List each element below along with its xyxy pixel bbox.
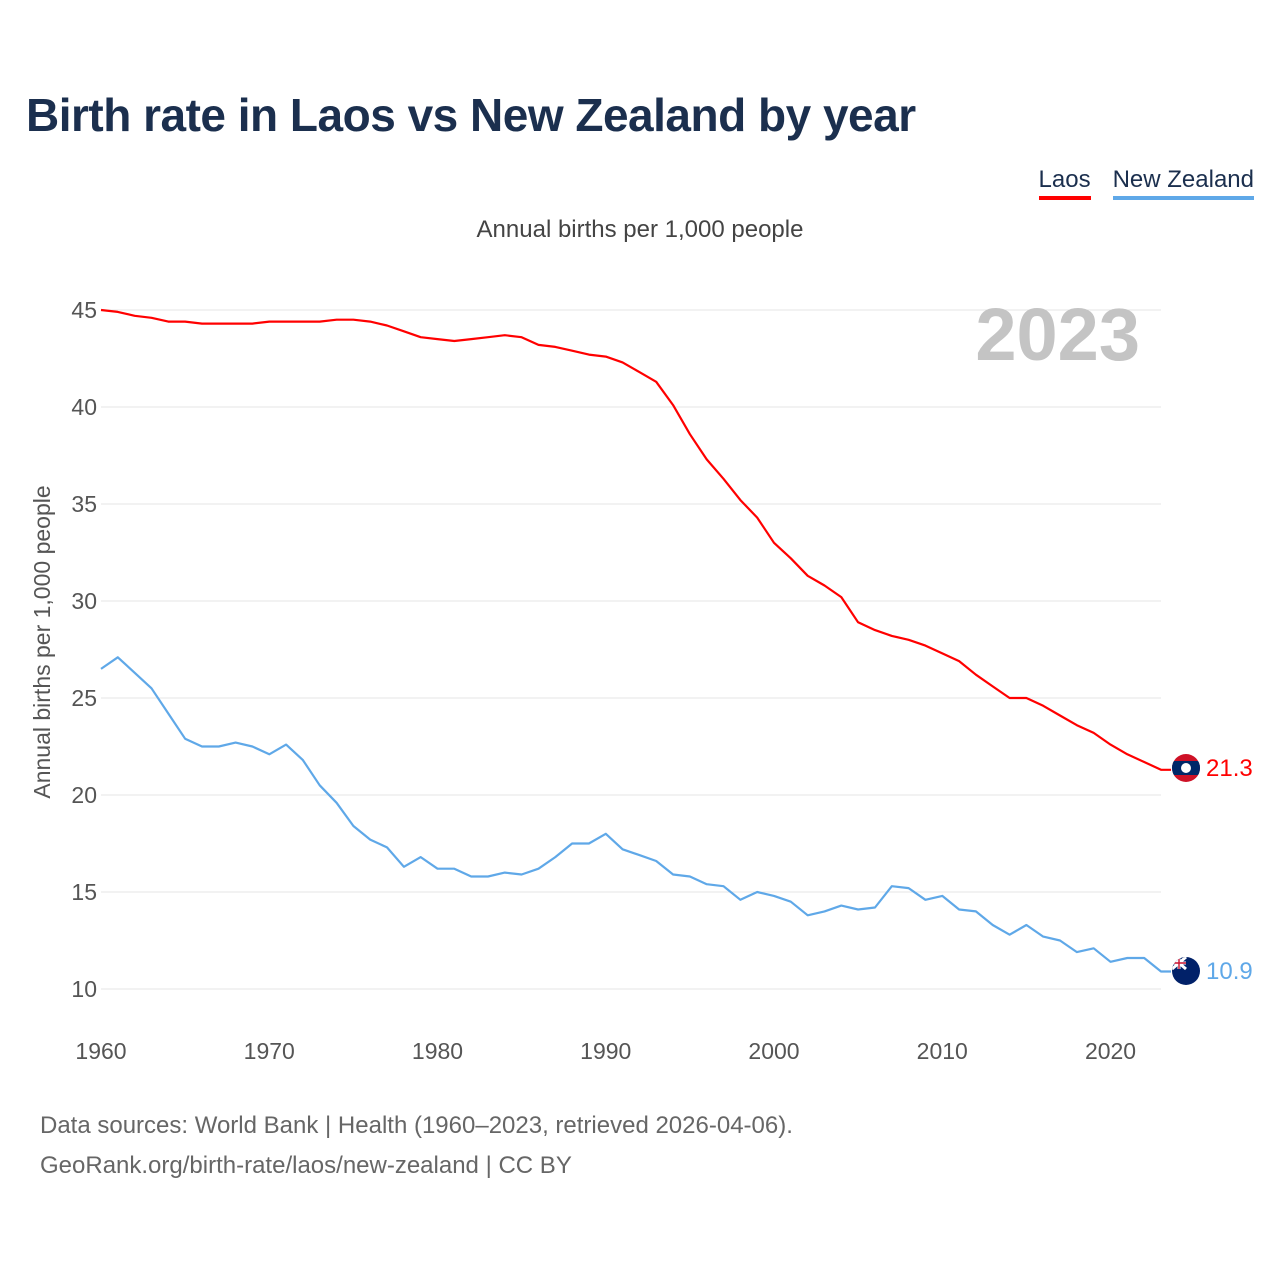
laos-line — [100, 308, 1171, 771]
legend-item-laos[interactable]: Laos — [1038, 166, 1091, 200]
year-display: 2023 — [975, 293, 1140, 376]
y-tick-label: 30 — [71, 588, 97, 614]
new-zealand-flag-icon — [1172, 957, 1200, 985]
y-tick-label: 35 — [71, 491, 97, 517]
x-tick-label: 2010 — [917, 1038, 968, 1064]
legend-item-new-zealand[interactable]: New Zealand — [1112, 166, 1254, 200]
new-zealand-end-value: 10.9 — [1206, 958, 1253, 985]
y-axis-ticks: 10 15 20 25 30 35 40 45 — [71, 297, 97, 1002]
data-source-footer: Data sources: World Bank | Health (1960–… — [40, 1106, 793, 1186]
chart-title: Birth rate in Laos vs New Zealand by yea… — [26, 89, 916, 141]
legend: Laos New Zealand — [1038, 166, 1254, 200]
x-tick-label: 2020 — [1085, 1038, 1136, 1064]
x-tick-label: 1980 — [412, 1038, 463, 1064]
y-axis-label: Annual births per 1,000 people — [29, 485, 55, 798]
gridlines — [101, 309, 1161, 990]
laos-end-value: 21.3 — [1206, 755, 1253, 782]
y-tick-label: 20 — [71, 782, 97, 808]
source-line-1: Data sources: World Bank | Health (1960–… — [40, 1112, 793, 1139]
x-tick-label: 1970 — [244, 1038, 295, 1064]
new-zealand-line — [100, 656, 1171, 973]
y-tick-label: 25 — [71, 685, 97, 711]
source-line-2[interactable]: GeoRank.org/birth-rate/laos/new-zealand … — [40, 1152, 572, 1179]
y-tick-label: 45 — [71, 297, 97, 323]
x-axis-ticks: 1960 1970 1980 1990 2000 2010 2020 — [75, 1038, 1136, 1064]
x-tick-label: 1990 — [580, 1038, 631, 1064]
y-tick-label: 10 — [71, 976, 97, 1002]
x-tick-label: 2000 — [748, 1038, 799, 1064]
laos-flag-icon — [1172, 754, 1200, 782]
x-tick-label: 1960 — [75, 1038, 126, 1064]
end-markers — [1172, 754, 1200, 985]
series-lines — [100, 308, 1171, 973]
y-tick-label: 40 — [71, 394, 97, 420]
y-tick-label: 15 — [71, 879, 97, 905]
chart-subtitle: Annual births per 1,000 people — [476, 216, 804, 243]
